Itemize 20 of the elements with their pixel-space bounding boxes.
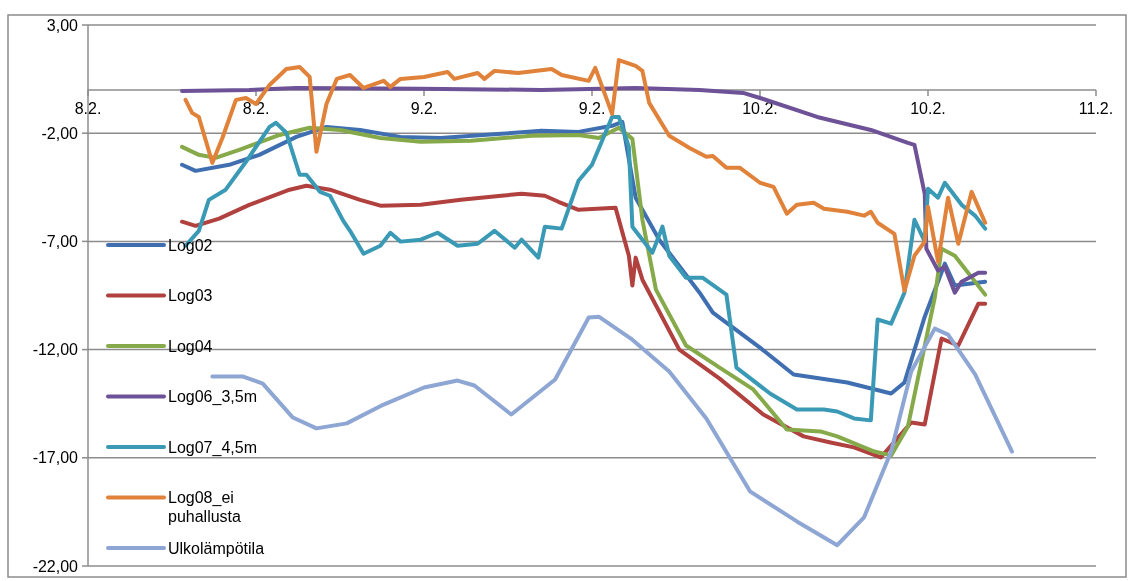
y-tick-label: -22,00 — [32, 557, 79, 575]
y-tick-label: -7,00 — [41, 233, 79, 250]
x-tick-label: 9.2. — [578, 99, 606, 117]
x-tick-label: 8.2. — [74, 99, 102, 117]
legend-label: Ulkolämpötila — [168, 539, 265, 557]
x-tick-label: 11.2. — [1078, 99, 1114, 117]
y-tick-label: -12,00 — [32, 341, 79, 359]
x-tick-label: 10.2. — [742, 99, 778, 117]
y-tick-label: 3,00 — [46, 16, 79, 34]
legend-label: Log06_3,5m — [168, 388, 257, 407]
y-tick-label: -17,00 — [32, 449, 79, 467]
legend-label: Log04 — [168, 337, 213, 355]
y-tick-label: -2,00 — [41, 124, 79, 142]
x-tick-label: 9.2. — [410, 99, 438, 117]
x-tick-label: 8.2. — [242, 99, 270, 117]
legend-label: Log08_ei puhallusta — [168, 489, 242, 526]
legend-label: Log02 — [168, 236, 213, 254]
legend-label: Log07_4,5m — [168, 438, 257, 457]
x-tick-label: 10.2. — [910, 99, 946, 117]
legend-label: Log03 — [168, 287, 213, 305]
